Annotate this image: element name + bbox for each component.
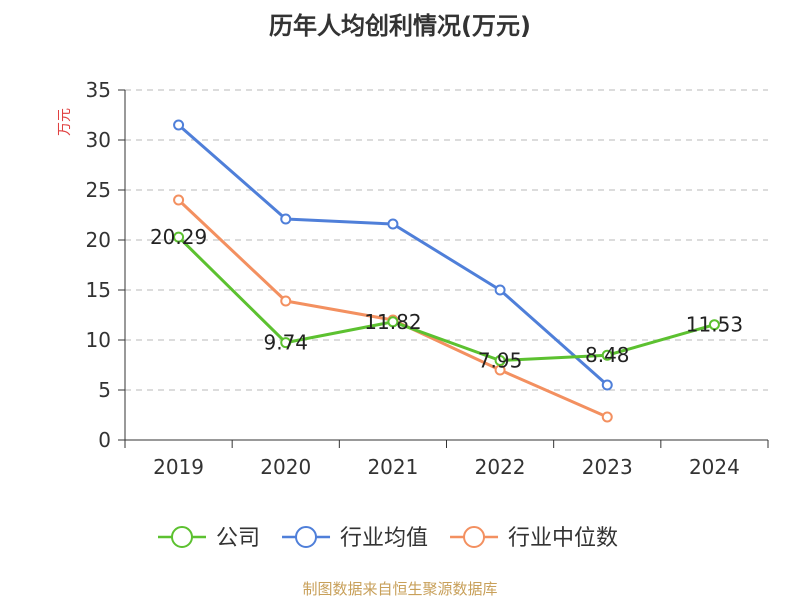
y-tick-label: 30 bbox=[86, 128, 111, 152]
series-line-1 bbox=[177, 123, 609, 387]
data-point bbox=[173, 119, 185, 131]
data-point bbox=[494, 355, 506, 366]
legend-label: 公司 bbox=[216, 526, 260, 551]
y-tick-label: 25 bbox=[86, 178, 111, 202]
x-tick-label: 2024 bbox=[689, 455, 740, 479]
data-point bbox=[280, 337, 292, 349]
x-tick-labels: 2019 2020 2021 2022 2023 2024 bbox=[153, 455, 740, 479]
data-point bbox=[601, 349, 613, 361]
data-label: 9.74 bbox=[263, 331, 308, 355]
y-tick-labels: 0 5 10 15 20 25 30 35 bbox=[86, 78, 111, 452]
data-point bbox=[601, 411, 613, 423]
x-tick-label: 2021 bbox=[367, 455, 418, 479]
legend-label: 行业中位数 bbox=[508, 526, 618, 551]
legend-marker bbox=[171, 526, 193, 548]
legend: 公司 行业均值 行业中位数 bbox=[158, 526, 618, 551]
data-point bbox=[387, 218, 399, 230]
data-point bbox=[173, 231, 185, 243]
data-point bbox=[494, 284, 506, 296]
series-lines bbox=[173, 119, 720, 423]
data-point bbox=[601, 379, 613, 391]
legend-label: 行业均值 bbox=[340, 526, 428, 551]
y-tick-label: 15 bbox=[86, 278, 111, 302]
axes bbox=[118, 89, 769, 448]
data-point bbox=[387, 316, 399, 328]
source-note: 制图数据来自恒生聚源数据库 bbox=[302, 580, 497, 598]
legend-marker bbox=[295, 526, 318, 548]
x-tick-label: 2019 bbox=[153, 455, 204, 479]
data-labels: 20.29 9.74 11.82 7.95 8.48 11.53 bbox=[150, 225, 743, 372]
data-point bbox=[173, 194, 185, 206]
y-tick-label: 0 bbox=[98, 428, 111, 452]
data-point bbox=[708, 319, 720, 331]
y-axis-label: 万元 bbox=[57, 108, 73, 136]
series-line-0 bbox=[177, 236, 715, 362]
x-tick-label: 2020 bbox=[260, 455, 311, 479]
data-label: 20.29 bbox=[150, 225, 207, 249]
data-point bbox=[280, 213, 292, 225]
data-point bbox=[280, 295, 292, 307]
y-tick-label: 35 bbox=[86, 78, 111, 102]
data-label: 7.95 bbox=[478, 349, 523, 373]
data-label: 8.48 bbox=[585, 343, 630, 367]
x-tick-label: 2023 bbox=[582, 455, 633, 479]
data-label: 11.82 bbox=[364, 310, 421, 334]
x-tick-label: 2022 bbox=[475, 455, 526, 479]
legend-marker bbox=[463, 526, 486, 548]
y-tick-label: 5 bbox=[98, 378, 111, 402]
y-tick-label: 10 bbox=[86, 328, 111, 352]
y-tick-label: 20 bbox=[86, 228, 111, 252]
series-line-2 bbox=[177, 198, 608, 419]
chart-title: 历年人均创利情况(万元) bbox=[269, 12, 531, 40]
data-label: 11.53 bbox=[686, 313, 743, 337]
